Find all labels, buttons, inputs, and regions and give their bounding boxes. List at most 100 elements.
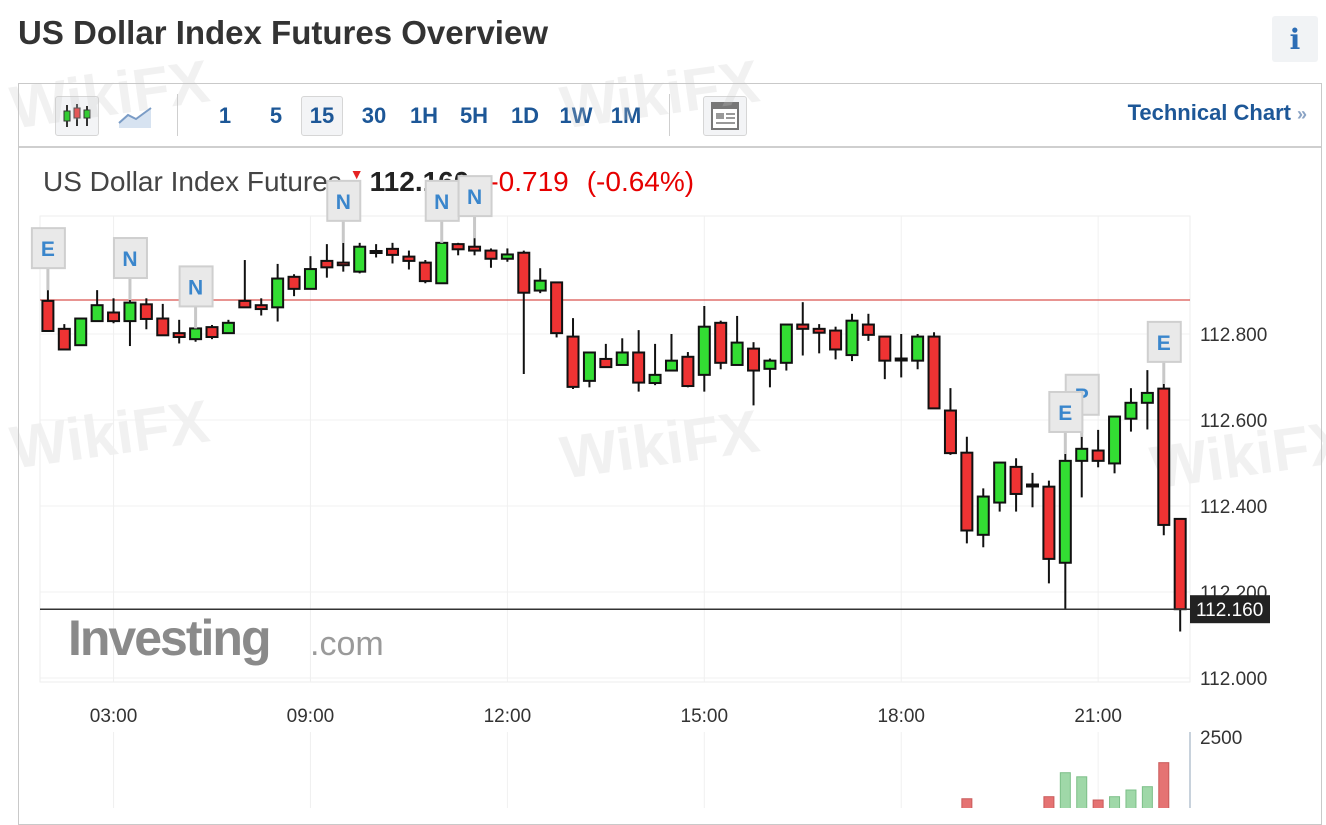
interval-button-30[interactable]: 30 [361,103,387,128]
candle-body [1075,447,1089,462]
candle-body [484,249,498,260]
candle-body [812,327,826,334]
last-price-tag-label: 112.160 [1196,600,1263,621]
y-tick-label: 112.600 [1200,411,1267,432]
candle-body [697,325,711,376]
candle-body [582,351,596,382]
calendar-icon [711,102,739,130]
candle-body [1173,517,1187,611]
interval-button-1h[interactable]: 1H [409,103,439,128]
y-tick-label: 112.000 [1200,669,1267,690]
x-tick-label: 18:00 [877,706,925,727]
interval-button-5[interactable]: 5 [269,103,283,128]
candle-body [156,317,170,337]
candle-body [566,335,580,388]
candle-body [517,251,531,294]
technical-chart-link[interactable]: Technical Chart» [1128,100,1307,126]
candle-body [189,327,203,341]
candle-body [123,301,137,323]
y-tick-label: 112.400 [1200,497,1267,518]
candle-body [632,351,646,384]
investing-logo-suffix: .com [310,625,384,663]
candle-body [1026,483,1039,488]
candle-body [943,409,957,455]
price-chart[interactable]: 112.000112.200112.400112.600112.80003:00… [0,0,1326,808]
candle-body [418,261,432,283]
interval-button-1w[interactable]: 1W [559,103,593,128]
event-marker-label: N [188,276,203,299]
volume-bar [1059,772,1071,808]
candle-body [1140,391,1154,404]
line-chart-button[interactable] [115,96,155,136]
event-marker-label: N [434,191,449,214]
candle-body [1157,387,1171,526]
candle-body [1042,485,1056,560]
candle-body [139,303,153,320]
volume-bar [1109,796,1121,808]
event-marker-label: E [1058,402,1072,425]
candlestick-chart-button[interactable] [55,96,99,136]
candle-body [911,335,925,362]
candle-body [1009,465,1023,495]
candle-body [1058,459,1072,564]
page-title: US Dollar Index Futures Overview [18,14,548,51]
technical-chart-label: Technical Chart [1127,100,1291,125]
event-marker-label: N [336,191,351,214]
candle-body [336,261,350,267]
interval-button-1d[interactable]: 1D [510,103,540,128]
event-marker [178,265,214,308]
candle-body [550,281,564,335]
x-tick-label: 09:00 [287,706,335,727]
chart-toolbar: 1 5 15 30 1H 5H 1D 1W 1M Technical Chart» [19,84,1321,148]
event-marker-label: E [1157,332,1171,355]
toolbar-divider [669,94,670,136]
volume-bar [1092,799,1104,808]
candle-body [238,299,252,309]
candle-body [435,241,449,285]
candle-body [615,351,629,366]
x-tick-label: 03:00 [90,706,138,727]
candle-body [681,355,695,388]
plot-area [39,215,1191,683]
candle-body [648,373,662,385]
volume-bar [1043,796,1055,808]
volume-bar [1141,786,1153,808]
event-marker [1048,390,1084,433]
interval-button-1m[interactable]: 1M [610,103,642,128]
price-change: -0.719 [489,166,569,197]
candle-body [386,247,400,256]
candle-body [287,275,301,290]
candle-body [960,451,974,532]
candle-body [254,304,268,311]
candle-body [451,243,465,251]
candle-body [468,245,482,252]
candle-body [829,329,843,351]
volume-bar [961,798,973,808]
candle-body [402,255,416,262]
info-button[interactable]: i [1272,16,1318,62]
candle-body [1108,415,1122,465]
calendar-button[interactable] [703,96,747,136]
price-change-percent: (-0.64%) [586,166,695,197]
candle-body [894,357,908,362]
event-marker [1146,320,1182,363]
event-marker [30,227,66,270]
candle-body [599,357,613,369]
event-marker-label: E [41,238,55,261]
candle-body [763,359,777,370]
candle-body [845,319,859,357]
interval-button-1[interactable]: 1 [218,103,232,128]
interval-button-15[interactable]: 15 [301,96,343,136]
info-icon: i [1289,22,1301,56]
candle-body [369,250,383,255]
volume-tick-label: 2500 [1200,728,1242,749]
candle-body [271,277,285,309]
candle-body [714,321,728,364]
interval-button-5h[interactable]: 5H [459,103,489,128]
candle-body [320,259,334,269]
candle-body [172,332,186,339]
candlestick-icon [63,104,91,127]
double-chevron-right-icon: » [1296,104,1307,124]
x-tick-label: 15:00 [681,706,729,727]
candle-body [533,279,547,292]
